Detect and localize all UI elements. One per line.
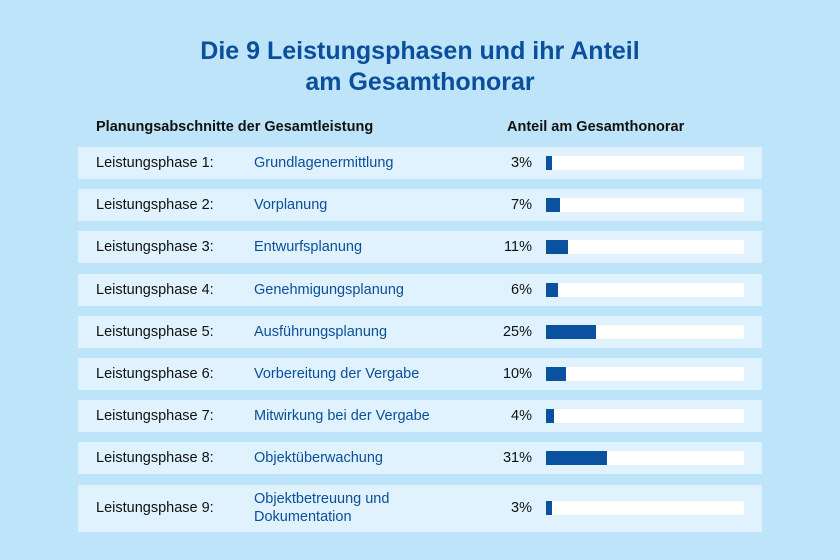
bar [546, 409, 554, 424]
phase-name: Grundlagenermittlung [254, 155, 394, 171]
phase-name: Ausführungsplanung [254, 323, 388, 340]
bar-track [546, 198, 744, 213]
bar-track [546, 240, 744, 255]
bar-track [546, 156, 744, 170]
phase-label: Leistungsphase 3: [96, 239, 214, 256]
bar [546, 282, 558, 297]
phase-name: Mitwirkung bei der Vergabe [254, 408, 430, 425]
bar [546, 198, 560, 213]
phase-name: Objektbetreuung und Dokumentation [254, 491, 390, 526]
table-row: Leistungsphase 9: Objektbetreuung und Dok… [78, 484, 762, 532]
percent-label: 3% [511, 155, 532, 171]
bar [546, 324, 596, 339]
phase-label: Leistungsphase 4: [96, 281, 214, 298]
percent-label: 31% [502, 450, 532, 467]
percent-label: 7% [511, 197, 532, 214]
bar [546, 367, 566, 381]
chart-title: Die 9 Leistungsphasen und ihr Anteil am … [0, 36, 840, 98]
title-line-1: Die 9 Leistungsphasen und ihr Anteil [200, 37, 640, 65]
bar [546, 501, 552, 516]
table-row: Leistungsphase 8: Objektüberwachung 31% [78, 442, 762, 475]
column-header-share: Anteil am Gesamthonorar [507, 119, 685, 135]
bar-track [546, 501, 744, 516]
phase-label: Leistungsphase 9: [96, 500, 214, 517]
bar-track [546, 409, 744, 424]
phase-name: Genehmigungsplanung [254, 281, 404, 298]
phase-label: Leistungsphase 1: [96, 155, 214, 171]
table-row: Leistungsphase 7: Mitwirkung bei der Verg… [78, 400, 762, 433]
bar-track [546, 367, 744, 381]
phase-label: Leistungsphase 8: [96, 450, 214, 467]
bar [546, 156, 552, 170]
table-row: Leistungsphase 3: Entwurfsplanung 11% [78, 231, 762, 264]
phase-label: Leistungsphase 5: [96, 323, 214, 340]
percent-label: 25% [502, 323, 532, 340]
bar-track [546, 282, 744, 297]
percent-label: 10% [502, 366, 532, 382]
phase-label: Leistungsphase 7: [96, 408, 214, 425]
table-row: Leistungsphase 4: Genehmigungsplanung 6% [78, 273, 762, 306]
phase-name: Vorplanung [254, 197, 328, 214]
table-row: Leistungsphase 2: Vorplanung 7% [78, 189, 762, 222]
title-line-2: am Gesamthonorar [305, 68, 535, 96]
bar-track [546, 324, 744, 339]
percent-label: 4% [511, 408, 532, 425]
bar [546, 451, 608, 466]
percent-label: 3% [511, 500, 532, 517]
phase-name: Entwurfsplanung [254, 239, 363, 256]
column-header-phases: Planungsabschnitte der Gesamtleistung [96, 119, 374, 135]
phase-name: Objektüberwachung [254, 450, 383, 467]
percent-label: 11% [504, 239, 532, 256]
table-row: Leistungsphase 5: Ausführungsplanung 25% [78, 315, 762, 348]
bar [546, 240, 568, 255]
bar-track [546, 451, 744, 466]
phase-label: Leistungsphase 2: [96, 197, 214, 214]
table-row: Leistungsphase 1: Grundlagenermittlung 3% [78, 147, 762, 179]
percent-label: 6% [511, 281, 532, 298]
table-row: Leistungsphase 6: Vorbereitung der Vergab… [78, 358, 762, 390]
phase-name: Vorbereitung der Vergabe [254, 366, 420, 382]
phase-label: Leistungsphase 6: [96, 366, 214, 382]
